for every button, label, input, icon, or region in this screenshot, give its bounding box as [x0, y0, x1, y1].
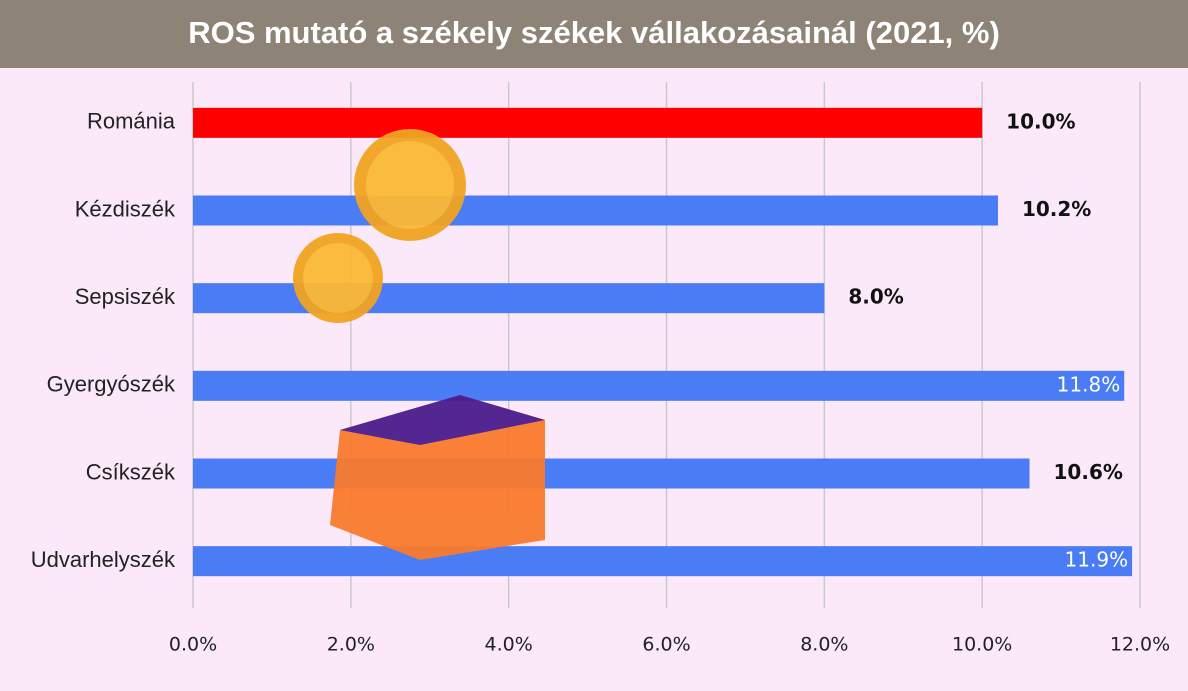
x-tick-label: 8.0%	[800, 634, 848, 656]
value-label: 10.0%	[1006, 109, 1075, 133]
x-tick-label: 2.0%	[327, 634, 375, 656]
illustration	[293, 129, 545, 560]
x-tick-label: 6.0%	[642, 634, 690, 656]
title-bar	[0, 0, 1188, 68]
value-label: 10.6%	[1054, 460, 1123, 484]
y-tick-label: Kézdiszék	[75, 196, 176, 221]
y-tick-label: Csíkszék	[86, 459, 176, 484]
bar	[193, 195, 998, 226]
x-tick-label: 10.0%	[952, 634, 1012, 656]
chart-title: ROS mutató a székely székek vállakozásai…	[188, 15, 1000, 50]
bar	[193, 546, 1133, 577]
value-label: 11.9%	[1065, 548, 1129, 572]
x-tick-label: 12.0%	[1110, 634, 1170, 656]
bar	[193, 370, 1125, 401]
coin-face	[366, 141, 454, 229]
bar	[193, 107, 983, 138]
bar	[193, 458, 1030, 489]
labels: 0.0% 2.0% 4.0% 6.0% 8.0% 10.0% 12.0% Románia 10.…	[31, 109, 1170, 656]
value-label: 11.8%	[1057, 372, 1121, 396]
y-tick-label: Románia	[87, 109, 176, 134]
grid	[192, 82, 1141, 608]
x-tick-label: 0.0%	[169, 634, 217, 656]
y-tick-label: Gyergyószék	[47, 372, 176, 397]
x-tick-label: 4.0%	[485, 634, 533, 656]
bar	[193, 283, 825, 314]
bars	[193, 107, 1133, 577]
gift-box-open	[340, 395, 545, 445]
coin-face	[303, 243, 373, 313]
y-tick-label: Udvarhelyszék	[31, 547, 176, 572]
value-label: 10.2%	[1022, 197, 1091, 221]
y-tick-label: Sepsiszék	[75, 284, 176, 309]
value-label: 8.0%	[848, 285, 903, 309]
